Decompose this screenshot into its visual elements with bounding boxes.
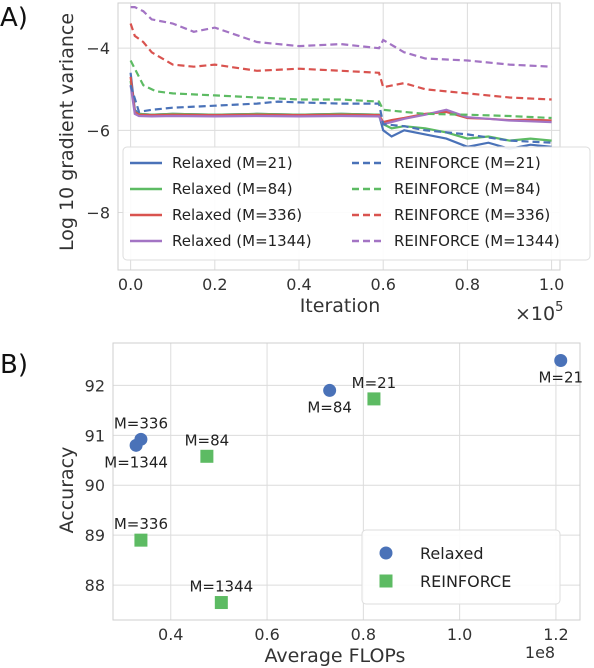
panel-b-point-label: M=84: [307, 398, 352, 416]
panel-b-legend-swatch: [379, 574, 393, 588]
panel-b-y-tick-label: 88: [85, 576, 105, 595]
panel-a-y-tick-label: −8: [86, 203, 110, 222]
panel-a-series-line-6: [129, 23, 552, 101]
panel-a-legend-label: REINFORCE (M=84): [394, 180, 541, 198]
panel-b-frame: [112, 342, 581, 621]
panel-b-point-reinforce: [214, 596, 228, 610]
panel-b-point-label: M=21: [538, 368, 583, 386]
panel-a-x-tick-label: 0.4: [286, 275, 311, 294]
panel-a-legend-box: [122, 146, 591, 261]
panel-a-legend-label: Relaxed (M=84): [172, 180, 293, 198]
panel-a-y-ticks: −4 −6 −8: [86, 39, 110, 222]
panel-b-legend-swatch: [379, 546, 393, 560]
panel-a-legend-label: REINFORCE (M=336): [394, 206, 550, 224]
panel-a-series-lines: [129, 5, 552, 150]
panel-b-y-tick-label: 89: [85, 526, 105, 545]
panel-b-points: [129, 353, 568, 610]
panel-b-point-reinforce: [200, 449, 214, 463]
panel-a-x-tick-label: 0.0: [118, 275, 143, 294]
panel-b-point-label: M=336: [114, 515, 168, 533]
panel-b-x-tick-label: 1.0: [447, 625, 472, 644]
panel-a-y-tick-label: −6: [86, 121, 110, 140]
panel-a-legend-label: Relaxed (M=336): [172, 206, 302, 224]
panel-b-point-relaxed: [554, 353, 568, 367]
panel-b-x-tick-label: 1.2: [543, 625, 568, 644]
panel-a-legend-label: REINFORCE (M=1344): [394, 232, 560, 250]
panel-a-frame: [117, 2, 561, 271]
panel-a-series-line-1: [129, 80, 552, 142]
panel-a-legend-label: Relaxed (M=1344): [172, 232, 312, 250]
panel-b-point-label: M=1344: [189, 578, 253, 596]
panel-b-label: B): [0, 350, 28, 380]
panel-a-series-line-4: [129, 84, 552, 144]
panel-b-y-tick-label: 91: [85, 426, 105, 445]
panel-a-x-ticks: 0.0 0.2 0.4 0.6 0.8 1.0: [118, 275, 564, 294]
panel-a-x-multiplier: ×105: [515, 300, 563, 325]
panel-b-y-axis-label: Accuracy: [56, 447, 78, 534]
panel-a-y-tick-label: −4: [86, 39, 110, 58]
panel-a-legend: Relaxed (M=21) Relaxed (M=84) Relaxed (M=3…: [122, 146, 591, 261]
panel-b-x-multiplier: 1e8: [525, 643, 555, 662]
panel-b-x-tick-label: 0.8: [351, 625, 376, 644]
panel-b-x-ticks: 0.4 0.6 0.8 1.0 1.2: [158, 625, 569, 644]
panel-b-point-label: M=1344: [104, 453, 168, 471]
panel-a-series-line-7: [130, 5, 552, 68]
panel-a-legend-label: REINFORCE (M=21): [394, 154, 541, 172]
panel-a-x-tick-label: 0.6: [370, 275, 395, 294]
panel-a-label: A): [0, 3, 28, 33]
panel-b-y-ticks: 88 89 90 91 92: [85, 376, 105, 595]
panel-b-legend-label: REINFORCE: [420, 572, 511, 591]
panel-b-point-relaxed: [129, 438, 143, 452]
panel-b-y-tick-label: 92: [85, 376, 105, 395]
panel-b-point-reinforce: [367, 392, 381, 406]
panel-a-series-line-5: [129, 59, 552, 120]
panel-b-legend: Relaxed REINFORCE: [361, 529, 561, 605]
panel-b-point-label: M=21: [352, 374, 397, 392]
panel-a-x-tick-label: 0.8: [455, 275, 480, 294]
panel-b-y-tick-label: 90: [85, 476, 105, 495]
panel-b-legend-label: Relaxed: [420, 544, 483, 563]
panel-a-x-tick-label: 1.0: [539, 275, 564, 294]
panel-b-point-reinforce: [134, 533, 148, 547]
panel-b-x-tick-label: 0.6: [254, 625, 279, 644]
panel-b-x-tick-label: 0.4: [158, 625, 183, 644]
panel-b-legend-box: [361, 529, 561, 605]
panel-b-point-label: M=84: [185, 431, 230, 449]
panel-b-point-label: M=336: [114, 414, 168, 432]
panel-b-x-axis-label: Average FLOPs: [265, 645, 406, 667]
panel-b-scatter-chart: B) M=21M=84M=336M=1344M=21M=84M=336M=134…: [0, 342, 583, 667]
panel-a-x-axis-label: Iteration: [300, 295, 381, 317]
panel-a-series-line-3: [129, 85, 552, 126]
panel-b-point-relaxed: [323, 383, 337, 397]
panel-a-y-axis-label: Log 10 gradient variance: [56, 13, 78, 251]
panel-a-line-chart: A) 0.0 0.2 0.4 0.6 0.8 1.0 −4 −6 −8 Iteration L…: [0, 2, 591, 325]
panel-a-x-tick-label: 0.2: [202, 275, 227, 294]
panel-a-legend-label: Relaxed (M=21): [172, 154, 293, 172]
